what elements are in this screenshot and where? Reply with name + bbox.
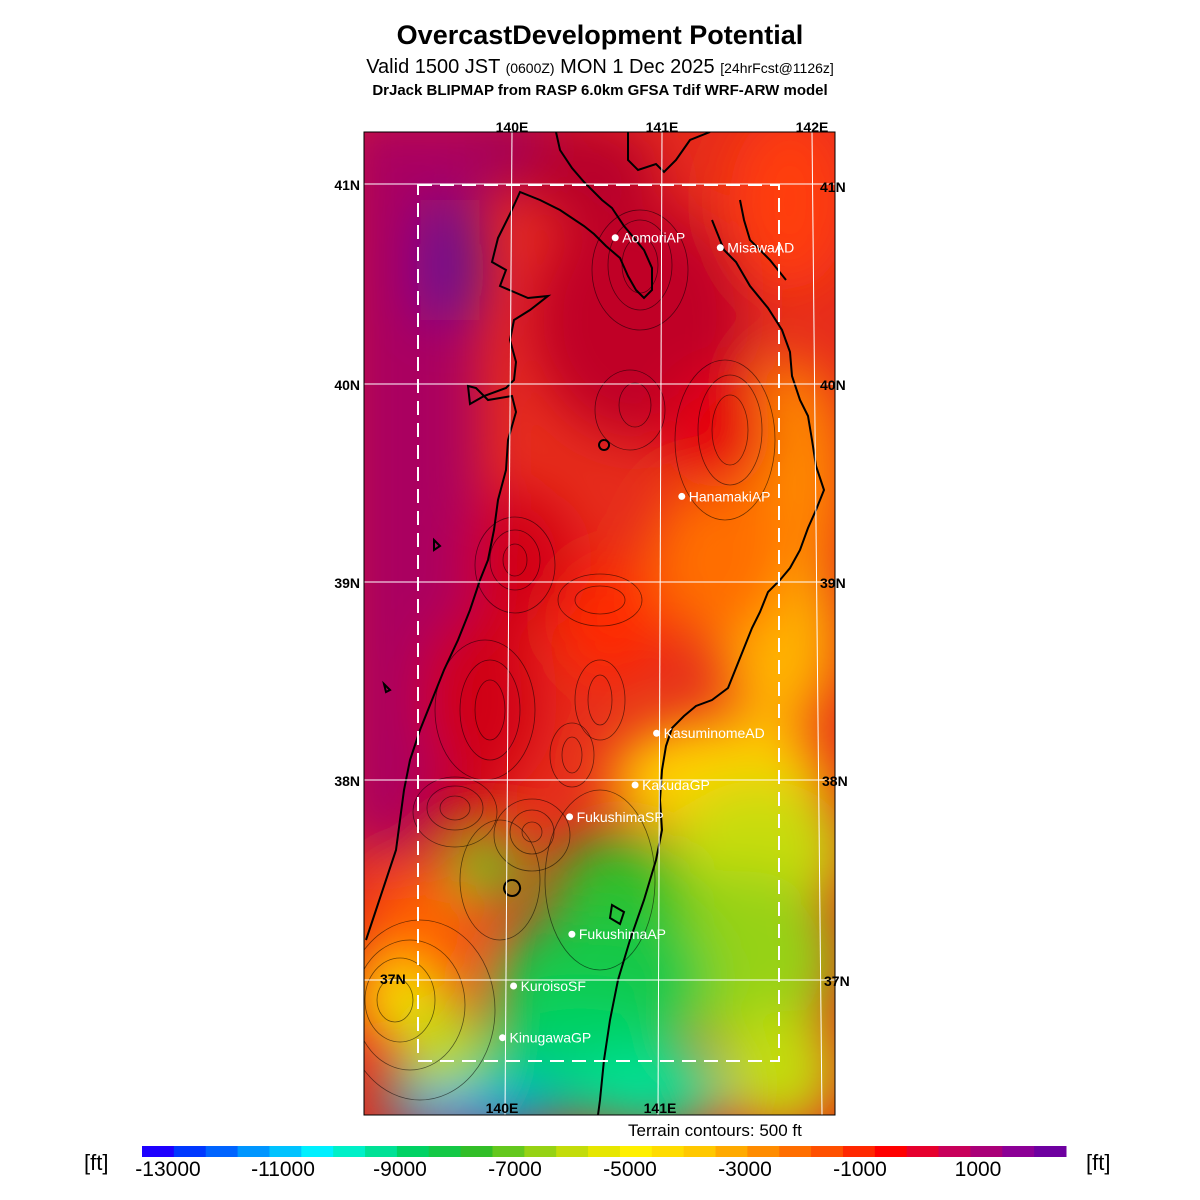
color-bar-swatch: [428, 1146, 462, 1157]
model-description: DrJack BLIPMAP from RASP 6.0km GFSA Tdif…: [372, 82, 828, 99]
lat-label-left: 41N: [334, 177, 360, 193]
color-bar-swatch: [1034, 1146, 1067, 1157]
station-label: KuroisoSF: [521, 978, 586, 994]
grid-lon-141: [657, 131, 663, 1116]
color-bar-swatch: [396, 1146, 430, 1157]
lat-label-right: 41N: [820, 179, 846, 195]
station-dot: [678, 492, 686, 500]
color-bar-swatch: [874, 1146, 908, 1157]
color-bar-swatch: [269, 1146, 302, 1157]
lat-label-right: 40N: [820, 377, 846, 393]
terrain-contours: [364, 209, 776, 1101]
color-bar-swatch: [1002, 1146, 1035, 1157]
color-bar-tick-label: -13000: [135, 1158, 201, 1181]
color-bar-tick-label: -1000: [833, 1158, 887, 1181]
color-bar-tick-label: -9000: [373, 1158, 427, 1181]
station-dot: [631, 781, 639, 789]
lon-label-top: 142E: [796, 119, 829, 135]
color-bar-swatch: [683, 1146, 717, 1157]
color-bar-swatch: [970, 1146, 1003, 1157]
color-bar-swatch: [524, 1146, 557, 1157]
color-bar-swatch: [333, 1146, 366, 1157]
grid-lon-142: [811, 131, 823, 1116]
color-bar-swatch: [588, 1146, 621, 1157]
color-bar-tick-label: 1000: [954, 1158, 1002, 1181]
color-bar-swatch: [173, 1146, 207, 1157]
lat-label-left: 37N: [380, 971, 406, 987]
station-dot: [566, 813, 574, 821]
color-bar-swatch: [619, 1146, 653, 1157]
station-markers: AomoriAP MisawaAD HanamakiAP KasuminomeAD Ka…: [499, 230, 794, 1046]
lat-label-left: 40N: [334, 377, 360, 393]
color-bar-swatch: [301, 1146, 334, 1157]
color-bar-swatch: [142, 1146, 175, 1157]
station-dot: [653, 729, 661, 737]
color-bar-swatch: [365, 1146, 398, 1157]
lat-label-right: 39N: [820, 575, 846, 591]
color-bar-swatch: [715, 1146, 748, 1157]
color-bar-swatch: [492, 1146, 525, 1157]
color-bar-swatch: [651, 1146, 685, 1157]
color-bar: [142, 1146, 1067, 1157]
terrain-contour-note: Terrain contours: 500 ft: [628, 1121, 802, 1140]
station-label: FukushimaSP: [577, 809, 664, 825]
zulu-time: (0600Z): [505, 60, 555, 76]
station-label: HanamakiAP: [689, 488, 771, 504]
color-bar-tick-label: -3000: [718, 1158, 772, 1181]
station-dot: [510, 982, 518, 990]
color-bar-tick-label: -11000: [251, 1158, 315, 1181]
valid-prefix: Valid 1500 JST: [366, 56, 500, 78]
station-dot: [568, 930, 576, 938]
station-label: KakudaGP: [642, 777, 710, 793]
color-bar-swatch: [938, 1146, 971, 1157]
color-bar-swatch: [906, 1146, 940, 1157]
color-bar-swatch: [779, 1146, 812, 1157]
station-label: AomoriAP: [622, 230, 685, 246]
lon-label-bottom: 141E: [644, 1100, 677, 1116]
inner-domain-box: [417, 184, 780, 1062]
station-dot: [499, 1034, 507, 1042]
color-bar-swatch: [842, 1146, 876, 1157]
coastline: [365, 132, 826, 1115]
station-label: KasuminomeAD: [664, 725, 765, 741]
lon-label-top: 141E: [646, 119, 679, 135]
forecast-info: [24hrFcst@1126z]: [720, 60, 834, 76]
station-dot: [716, 244, 724, 252]
station-label: KinugawaGP: [510, 1030, 592, 1046]
chart-title: OvercastDevelopment Potential: [396, 20, 804, 50]
unit-label-left: [ft]: [84, 1150, 109, 1175]
station-label: MisawaAD: [727, 240, 794, 256]
lat-label-right: 38N: [822, 773, 848, 789]
lon-label-top: 140E: [496, 119, 529, 135]
color-bar-swatch: [460, 1146, 493, 1157]
station-dot: [611, 234, 619, 242]
unit-label-right: [ft]: [1086, 1150, 1111, 1175]
lat-label-left: 39N: [334, 575, 360, 591]
lon-label-bottom: 140E: [486, 1100, 519, 1116]
color-bar-swatch: [747, 1146, 780, 1157]
station-label: FukushimaAP: [579, 926, 666, 942]
color-bar-swatch: [205, 1146, 239, 1157]
color-bar-tick-label: -5000: [603, 1158, 657, 1181]
valid-time: Valid 1500 JST (0600Z) MON 1 Dec 2025 [2…: [0, 56, 1200, 79]
color-bar-swatch: [237, 1146, 270, 1157]
color-bar-swatch: [556, 1146, 589, 1157]
map-frame: [363, 131, 836, 1116]
lat-label-left: 38N: [334, 773, 360, 789]
valid-date: MON 1 Dec 2025: [560, 56, 715, 78]
lat-label-right: 37N: [824, 973, 850, 989]
color-bar-tick-label: -7000: [488, 1158, 542, 1181]
grid-lon-140: [504, 131, 513, 1116]
color-bar-swatch: [811, 1146, 844, 1157]
